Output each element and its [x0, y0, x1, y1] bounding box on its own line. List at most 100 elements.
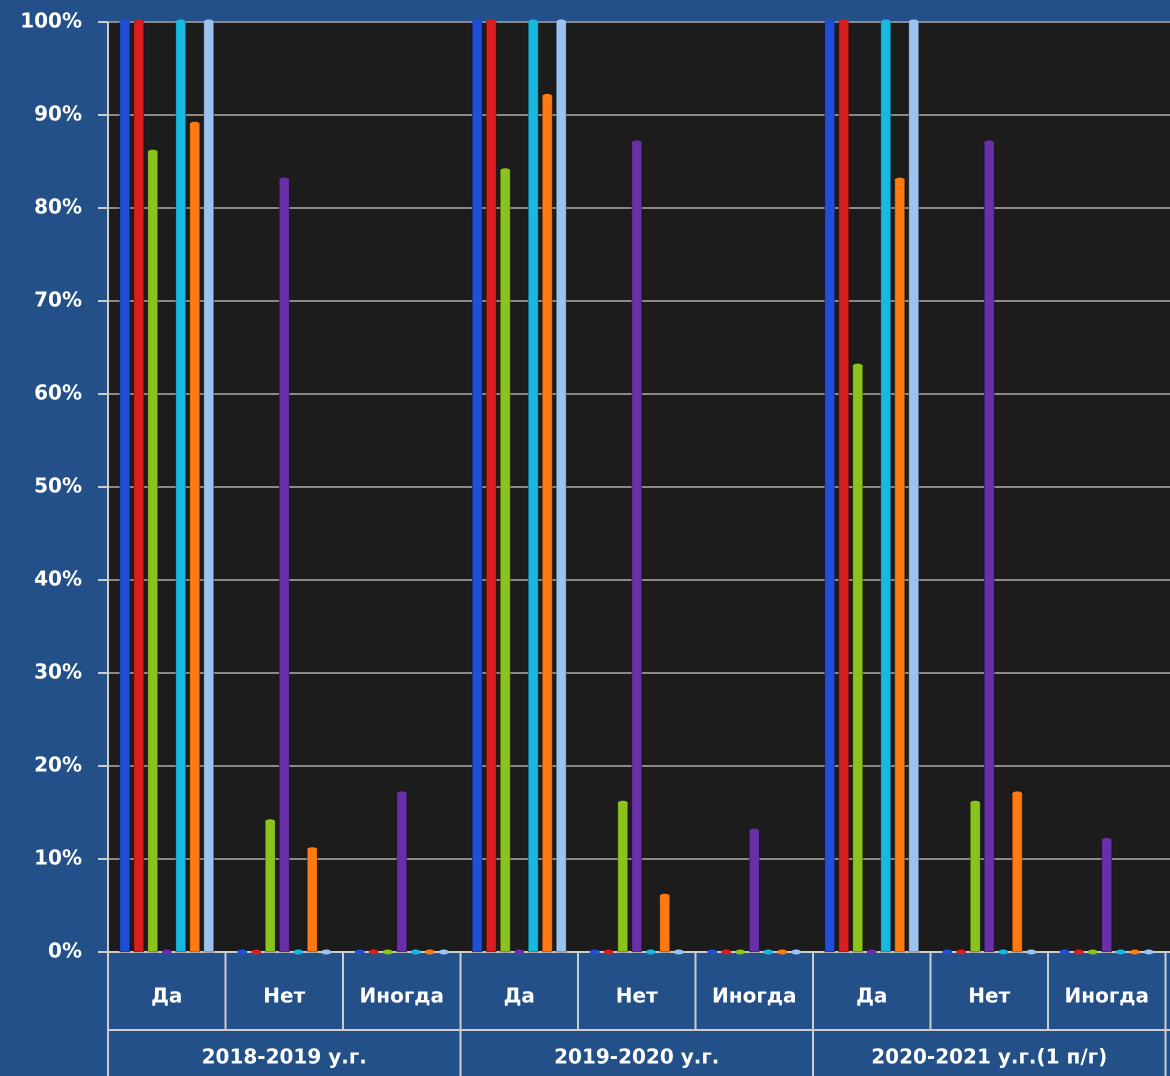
- bar: [555, 21, 567, 953]
- y-tick-label: 20%: [34, 753, 82, 777]
- bar: [471, 21, 483, 953]
- x-tick-label: Нет: [616, 984, 658, 1008]
- bar-cap: [1026, 949, 1037, 955]
- x-tick-label: Да: [856, 984, 887, 1008]
- bar-cap: [894, 177, 905, 183]
- bar-cap: [942, 949, 953, 955]
- bar-cap: [307, 847, 318, 853]
- bar-cap: [472, 19, 483, 25]
- bar-cap: [1129, 949, 1140, 955]
- bar-cap: [528, 19, 539, 25]
- bar: [541, 95, 553, 953]
- bar-cap: [486, 19, 497, 25]
- bar-cap: [998, 949, 1009, 955]
- bar-cap: [721, 949, 732, 955]
- bar: [133, 21, 145, 953]
- bar: [264, 821, 276, 953]
- bar: [983, 142, 995, 953]
- bar-cap: [161, 949, 172, 955]
- bar: [824, 21, 836, 953]
- bar-cap: [514, 949, 525, 955]
- bar: [119, 21, 131, 953]
- bar-cap: [1101, 837, 1112, 843]
- bar-cap: [984, 140, 995, 146]
- bar-cap: [603, 949, 614, 955]
- bar-cap: [880, 19, 891, 25]
- bar: [852, 365, 864, 953]
- y-tick-label: 0%: [48, 939, 82, 963]
- bar-cap: [631, 140, 642, 146]
- bar: [1011, 793, 1023, 953]
- bar: [147, 151, 159, 953]
- bar-cap: [1012, 791, 1023, 797]
- bar-cap: [908, 19, 919, 25]
- bar-cap: [424, 949, 435, 955]
- bar: [969, 802, 981, 953]
- bar-cap: [763, 949, 774, 955]
- bar-cap: [1059, 949, 1070, 955]
- y-tick-label: 80%: [34, 195, 82, 219]
- y-tick-label: 100%: [20, 9, 82, 33]
- bar-cap: [791, 949, 802, 955]
- bar: [894, 179, 906, 953]
- bar-cap: [368, 949, 379, 955]
- bar: [396, 793, 408, 953]
- bar-cap: [1115, 949, 1126, 955]
- y-tick-label: 60%: [34, 381, 82, 405]
- bar-cap: [147, 149, 158, 155]
- bar: [908, 21, 920, 953]
- y-tick-label: 10%: [34, 846, 82, 870]
- bar-cap: [354, 949, 365, 955]
- bar: [838, 21, 850, 953]
- x-tick-label: Да: [504, 984, 535, 1008]
- bar: [485, 21, 497, 953]
- bar: [617, 802, 629, 953]
- bar: [631, 142, 643, 953]
- bar: [659, 895, 671, 953]
- bar-cap: [1073, 949, 1084, 955]
- bar-cap: [438, 949, 449, 955]
- group-label: 2019-2020 у.г.: [554, 1045, 719, 1069]
- bar-cap: [866, 949, 877, 955]
- bar-cap: [735, 949, 746, 955]
- bar-cap: [189, 121, 200, 127]
- bar: [748, 830, 760, 953]
- bar-cap: [617, 800, 628, 806]
- y-tick-label: 70%: [34, 288, 82, 312]
- x-tick-label: Иногда: [712, 984, 796, 1008]
- bar: [278, 179, 290, 953]
- bar-cap: [542, 93, 553, 99]
- y-tick-label: 90%: [34, 102, 82, 126]
- bar-cap: [956, 949, 967, 955]
- bar: [499, 170, 511, 953]
- bar-cap: [1143, 949, 1154, 955]
- bar-cap: [396, 791, 407, 797]
- bar-cap: [673, 949, 684, 955]
- bar-cap: [589, 949, 600, 955]
- bar: [527, 21, 539, 953]
- bar-cap: [852, 363, 863, 369]
- bar: [306, 849, 318, 953]
- bar-cap: [251, 949, 262, 955]
- bar-cap: [645, 949, 656, 955]
- group-label: 2018-2019 у.г.: [202, 1045, 367, 1069]
- y-tick-label: 30%: [34, 660, 82, 684]
- bar-cap: [175, 19, 186, 25]
- bar-cap: [749, 828, 760, 834]
- bar-cap: [410, 949, 421, 955]
- bar: [175, 21, 187, 953]
- bar-cap: [321, 949, 332, 955]
- bar-cap: [500, 168, 511, 174]
- bar-cap: [777, 949, 788, 955]
- y-tick-label: 40%: [34, 567, 82, 591]
- bar: [203, 21, 215, 953]
- bar: [189, 123, 201, 953]
- bar-cap: [556, 19, 567, 25]
- bar-cap: [838, 19, 849, 25]
- bar-cap: [119, 19, 130, 25]
- x-tick-label: Иногда: [1065, 984, 1149, 1008]
- x-tick-label: Нет: [968, 984, 1010, 1008]
- x-tick-label: Нет: [263, 984, 305, 1008]
- bar: [880, 21, 892, 953]
